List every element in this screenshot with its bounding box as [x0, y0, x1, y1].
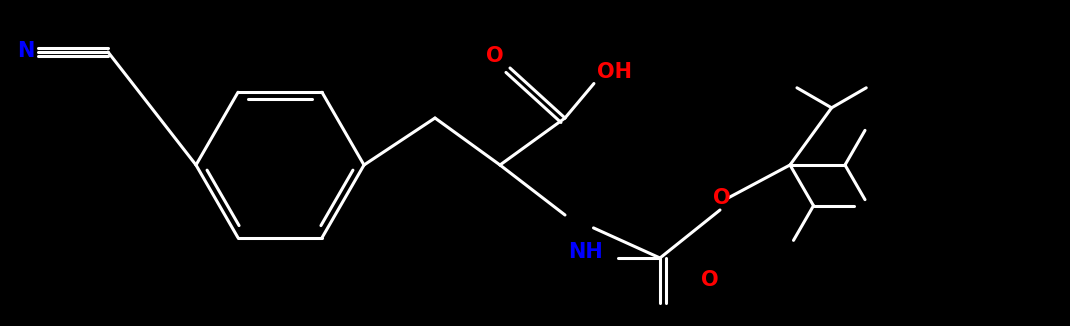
Text: O: O [701, 270, 719, 290]
Text: O: O [486, 46, 504, 66]
Text: O: O [714, 188, 731, 208]
Text: NH: NH [567, 242, 602, 262]
Text: N: N [17, 41, 34, 61]
Text: OH: OH [597, 62, 632, 82]
